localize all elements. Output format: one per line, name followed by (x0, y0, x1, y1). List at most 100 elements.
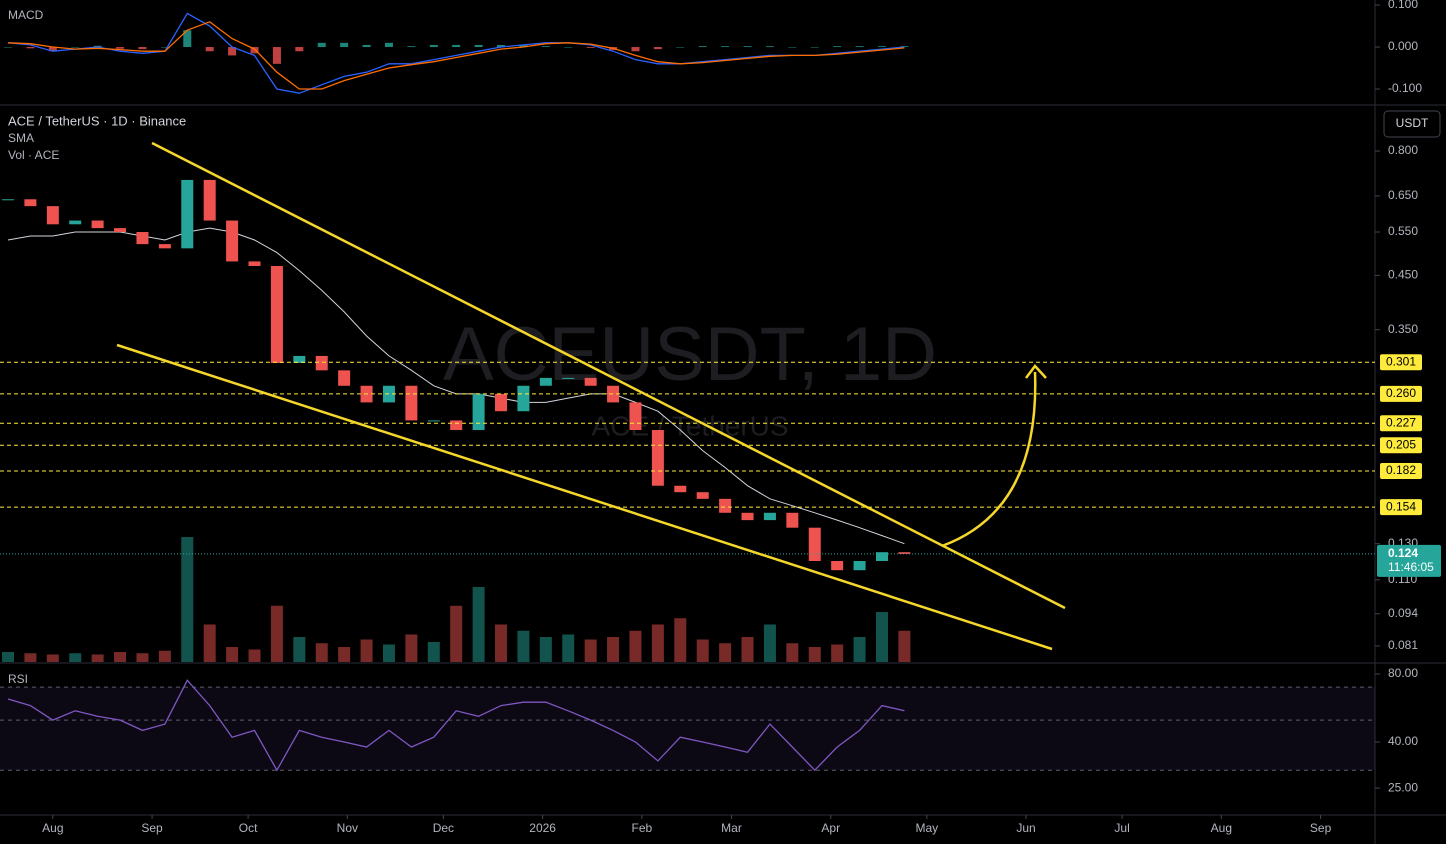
histogram-bar (900, 46, 909, 48)
x-tick-label: Sep (1310, 821, 1332, 835)
candle (315, 355, 328, 371)
candle (741, 512, 754, 521)
level-label: 0.301 (1386, 354, 1416, 368)
histogram-bar (586, 47, 595, 48)
volume-bar (450, 605, 463, 662)
candle (181, 179, 194, 249)
histogram-bar (810, 47, 819, 48)
volume-bar (181, 537, 194, 662)
candle (875, 552, 888, 562)
volume-bar (315, 643, 328, 662)
candle (539, 377, 552, 386)
candle (2, 199, 15, 201)
x-tick-label: Nov (337, 821, 358, 835)
volume-bar (808, 647, 821, 662)
y-tick-label: 0.650 (1388, 188, 1418, 202)
level-label: 0.227 (1386, 415, 1416, 429)
volume-bar (136, 653, 149, 662)
histogram-bar (877, 46, 886, 48)
histogram-bar (474, 44, 483, 48)
histogram-bar (743, 46, 752, 48)
histogram-bar (48, 47, 57, 52)
currency-button[interactable] (1383, 110, 1441, 138)
candle (158, 244, 171, 249)
legend-item: SMA (8, 131, 34, 145)
candle (338, 370, 351, 386)
candle (91, 220, 104, 229)
volume-bar (293, 637, 306, 662)
volume-bar (248, 649, 261, 662)
volume-bar (517, 630, 530, 662)
rsi-title: RSI (8, 672, 28, 686)
x-tick-label: Oct (239, 821, 258, 835)
watermark: ACEUSDT, 1D (443, 312, 937, 397)
last-price-bg (1377, 544, 1441, 577)
level-label-bg (1380, 463, 1422, 480)
histogram-bar (676, 47, 685, 48)
histogram-bar (317, 42, 326, 48)
histogram-bar (228, 47, 237, 56)
x-tick-label: Jun (1016, 821, 1035, 835)
level-label: 0.205 (1386, 437, 1416, 451)
macd-title: MACD (8, 8, 44, 22)
candle (270, 265, 283, 364)
histogram-bar (160, 47, 169, 48)
histogram-bar (833, 46, 842, 48)
y-tick-label: 0.081 (1388, 638, 1418, 652)
level-label-bg (1380, 437, 1422, 454)
legend-item: Vol · ACE (8, 148, 59, 162)
currency-label: USDT (1396, 116, 1429, 130)
volume-bar (158, 650, 171, 662)
volume-bar (607, 637, 620, 662)
volume-bar (338, 647, 351, 662)
volume-bar (562, 634, 575, 662)
candle (719, 498, 732, 513)
histogram-bar (721, 46, 730, 48)
volume-bar (91, 654, 104, 662)
volume-bar (405, 634, 418, 662)
histogram-bar (519, 44, 528, 48)
histogram-bar (765, 46, 774, 48)
y-tick-label: 0.350 (1388, 322, 1418, 336)
candle (763, 512, 776, 521)
candle (629, 402, 642, 431)
candle (495, 393, 508, 412)
x-tick-label: Jul (1114, 821, 1129, 835)
candle (831, 561, 844, 571)
volume-bar (831, 644, 844, 662)
signal-line (7, 21, 905, 90)
chart-title: ACE / TetherUS · 1D · Binance (8, 113, 186, 128)
histogram-bar (340, 42, 349, 48)
volume-bar (651, 624, 664, 662)
level-label: 0.154 (1386, 499, 1416, 513)
volume-bar (786, 643, 799, 662)
volume-bar (472, 587, 485, 662)
histogram-bar (497, 44, 506, 48)
histogram-bar (564, 47, 573, 48)
volume-bar (203, 624, 216, 662)
candle (69, 220, 82, 225)
histogram-bar (272, 47, 281, 64)
volume-bar (853, 637, 866, 662)
candle (853, 561, 866, 571)
level-label: 0.182 (1386, 463, 1416, 477)
histogram-bar (698, 46, 707, 48)
candle (607, 385, 620, 403)
level-label-bg (1380, 415, 1422, 432)
candle (674, 485, 687, 493)
x-tick-label: Dec (433, 821, 454, 835)
histogram-bar (362, 44, 371, 48)
trendline (151, 141, 1066, 610)
histogram-bar (4, 47, 13, 48)
candle (651, 430, 664, 486)
candle (562, 377, 575, 379)
x-tick-label: 2026 (529, 821, 556, 835)
volume-bar (46, 654, 59, 662)
histogram-bar (384, 42, 393, 48)
volume-bar (898, 630, 911, 662)
candle (226, 220, 239, 262)
y-tick-label: 0.000 (1388, 39, 1418, 53)
volume-bar (2, 652, 15, 662)
